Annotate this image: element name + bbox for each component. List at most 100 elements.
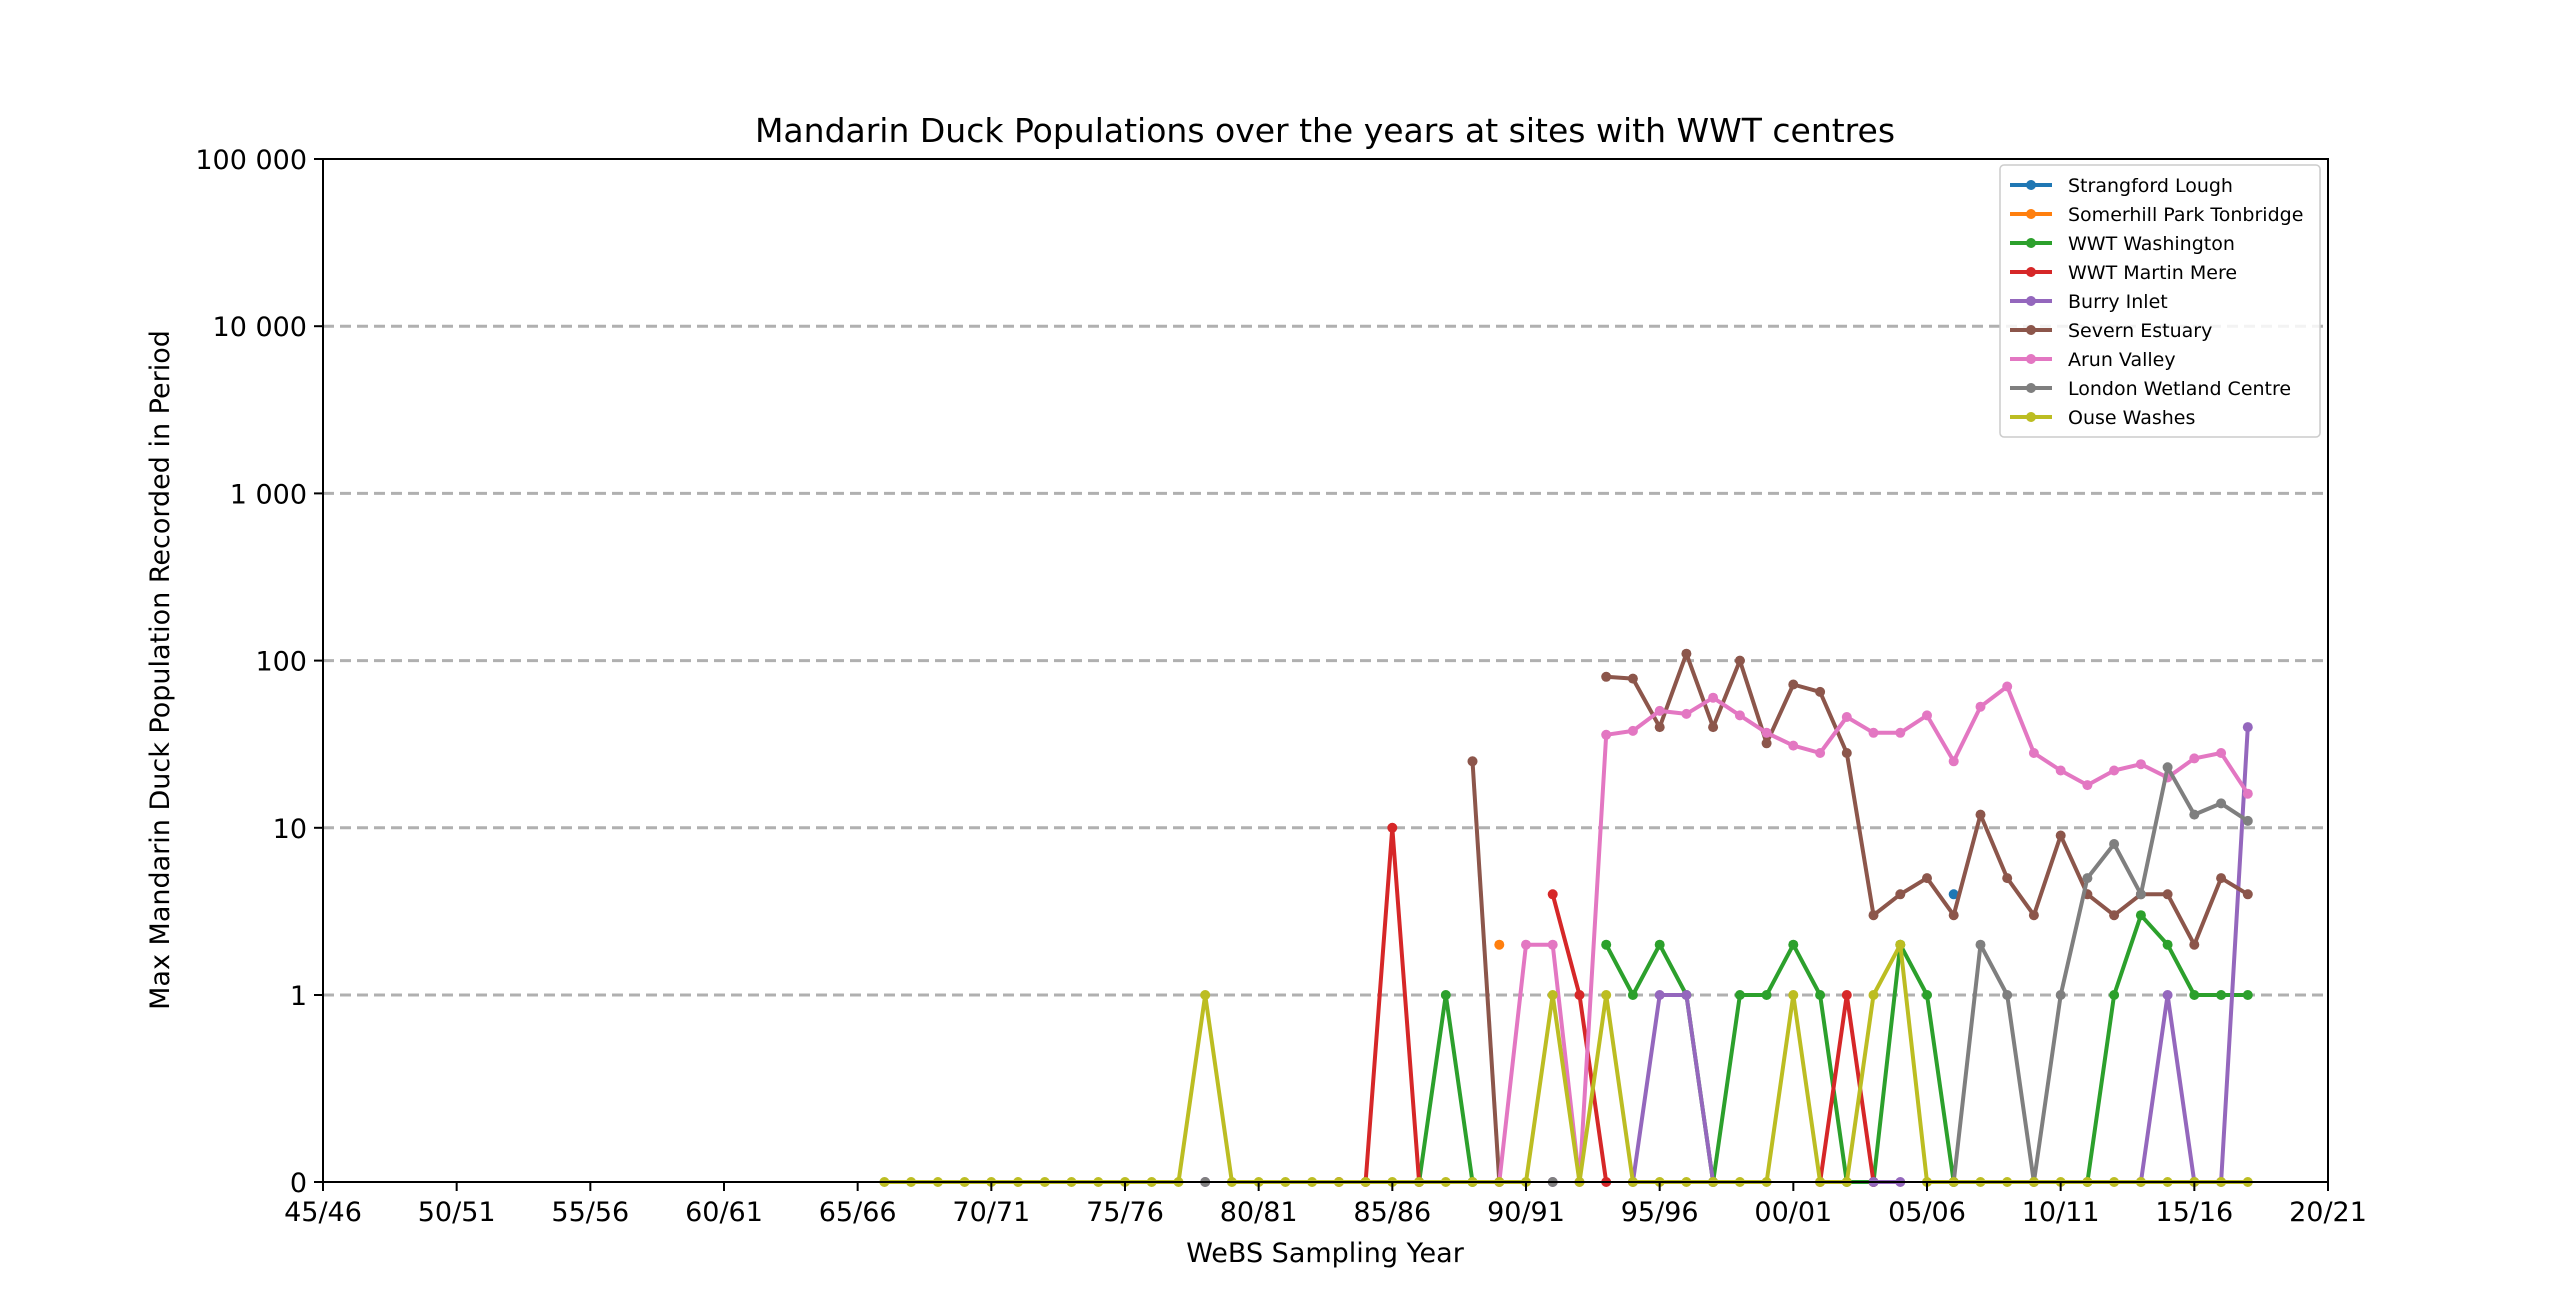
x-tick-label: 65/66 — [819, 1197, 897, 1228]
data-point — [2055, 830, 2066, 841]
data-point — [2189, 990, 2200, 1000]
data-point — [1815, 686, 1826, 697]
x-tick-label: 50/51 — [418, 1197, 496, 1228]
x-tick-label: 00/01 — [1754, 1197, 1832, 1228]
data-point — [1708, 722, 1719, 733]
data-point — [1761, 727, 1772, 738]
x-tick-label: 60/61 — [685, 1197, 763, 1228]
data-point — [1975, 701, 1986, 712]
x-axis: 45/46 50/51 55/56 60/61 65/66 70/71 75/76 80/81… — [284, 1182, 2367, 1228]
data-point — [2242, 889, 2253, 900]
x-tick-label: 85/86 — [1353, 1197, 1431, 1228]
data-point — [2109, 990, 2120, 1000]
data-point — [1868, 727, 1879, 738]
legend-marker — [2026, 209, 2036, 219]
data-point — [1948, 889, 1959, 900]
data-point — [1841, 990, 1852, 1000]
x-tick-label: 45/46 — [284, 1197, 362, 1228]
data-point — [2189, 809, 2200, 820]
x-axis-title: WeBS Sampling Year — [1186, 1238, 1465, 1269]
data-point — [1654, 705, 1665, 716]
data-point — [2109, 839, 2120, 849]
data-point — [1681, 708, 1692, 719]
legend: Strangford Lough Somerhill Park Tonbridge… — [1999, 164, 2321, 438]
data-point — [1815, 990, 1826, 1000]
x-tick-label: 70/71 — [952, 1197, 1030, 1228]
legend-item-london-wetland-centre: London Wetland Centre — [2010, 378, 2291, 400]
data-point — [1788, 990, 1799, 1000]
series-line — [1604, 942, 1956, 1184]
data-point — [2028, 910, 2039, 921]
data-point — [2028, 748, 2039, 758]
x-tick-label: 15/16 — [2155, 1197, 2233, 1228]
legend-item-arun-valley: Arun Valley — [2010, 349, 2176, 371]
legend-marker — [2026, 238, 2036, 248]
data-point — [1627, 673, 1638, 684]
data-point — [2109, 765, 2120, 776]
data-point — [2189, 939, 2200, 950]
legend-marker — [2026, 354, 2036, 364]
data-point — [2162, 990, 2173, 1000]
data-point — [2242, 990, 2253, 1000]
legend-item-ouse-washes: Ouse Washes — [2010, 407, 2195, 429]
data-point — [2055, 765, 2066, 776]
legend-item-somerhill-park-tonbridge: Somerhill Park Tonbridge — [2010, 204, 2303, 226]
legend-item-burry-inlet: Burry Inlet — [2010, 291, 2168, 313]
data-point — [1654, 722, 1665, 733]
legend-box — [1999, 164, 2321, 438]
legend-label: WWT Washington — [2068, 233, 2235, 255]
legend-label: Severn Estuary — [2068, 320, 2212, 342]
data-point — [1868, 990, 1879, 1000]
legend-marker — [2026, 180, 2036, 190]
data-point — [1922, 873, 1932, 884]
data-point — [1734, 710, 1745, 721]
series-line — [1818, 993, 1876, 1183]
data-point — [1654, 990, 1665, 1000]
data-point — [1761, 738, 1772, 749]
data-point — [2082, 873, 2093, 884]
data-point — [1440, 990, 1451, 1000]
data-point — [2216, 748, 2227, 758]
y-tick-label: 10 — [273, 814, 307, 845]
data-point — [2109, 910, 2120, 921]
y-tick-label: 1 000 — [230, 479, 307, 510]
series-line — [1417, 993, 1475, 1183]
legend-label: WWT Martin Mere — [2068, 262, 2237, 284]
data-point — [2242, 815, 2253, 826]
data-point — [1654, 939, 1665, 950]
gridlines — [323, 324, 2328, 997]
x-tick-label: 55/56 — [551, 1197, 629, 1228]
data-point — [1521, 939, 1531, 950]
x-tick-label: 10/11 — [2022, 1197, 2100, 1228]
series-line — [1951, 765, 2249, 1184]
data-point — [2135, 759, 2146, 770]
legend-marker — [2026, 296, 2036, 306]
data-point — [2002, 873, 2013, 884]
legend-item-strangford-lough: Strangford Lough — [2010, 175, 2233, 197]
data-point — [1547, 939, 1558, 950]
x-tick-label: 95/96 — [1621, 1197, 1699, 1228]
legend-item-severn-estuary: Severn Estuary — [2010, 320, 2212, 342]
series-wwt-washington — [1414, 910, 2253, 1187]
data-point — [1788, 939, 1799, 950]
legend-item-wwt-washington: WWT Washington — [2010, 233, 2235, 255]
y-tick-label: 10 000 — [213, 312, 307, 343]
y-tick-label: 100 — [255, 647, 307, 678]
series-line — [1630, 993, 1716, 1183]
data-point — [1922, 710, 1932, 721]
data-point — [1895, 939, 1906, 950]
data-point — [1601, 990, 1612, 1000]
data-point — [1574, 990, 1585, 1000]
data-point — [1681, 990, 1692, 1000]
legend-label: Arun Valley — [2068, 349, 2176, 371]
data-point — [2082, 780, 2093, 791]
data-point — [2055, 990, 2066, 1000]
data-point — [2216, 990, 2227, 1000]
legend-item-wwt-martin-mere: WWT Martin Mere — [2010, 262, 2237, 284]
legend-marker — [2026, 267, 2036, 277]
series-strangford-lough — [1948, 889, 1959, 900]
data-point — [1734, 655, 1745, 666]
series-line — [1606, 651, 2249, 947]
series-line — [1338, 825, 1422, 1184]
